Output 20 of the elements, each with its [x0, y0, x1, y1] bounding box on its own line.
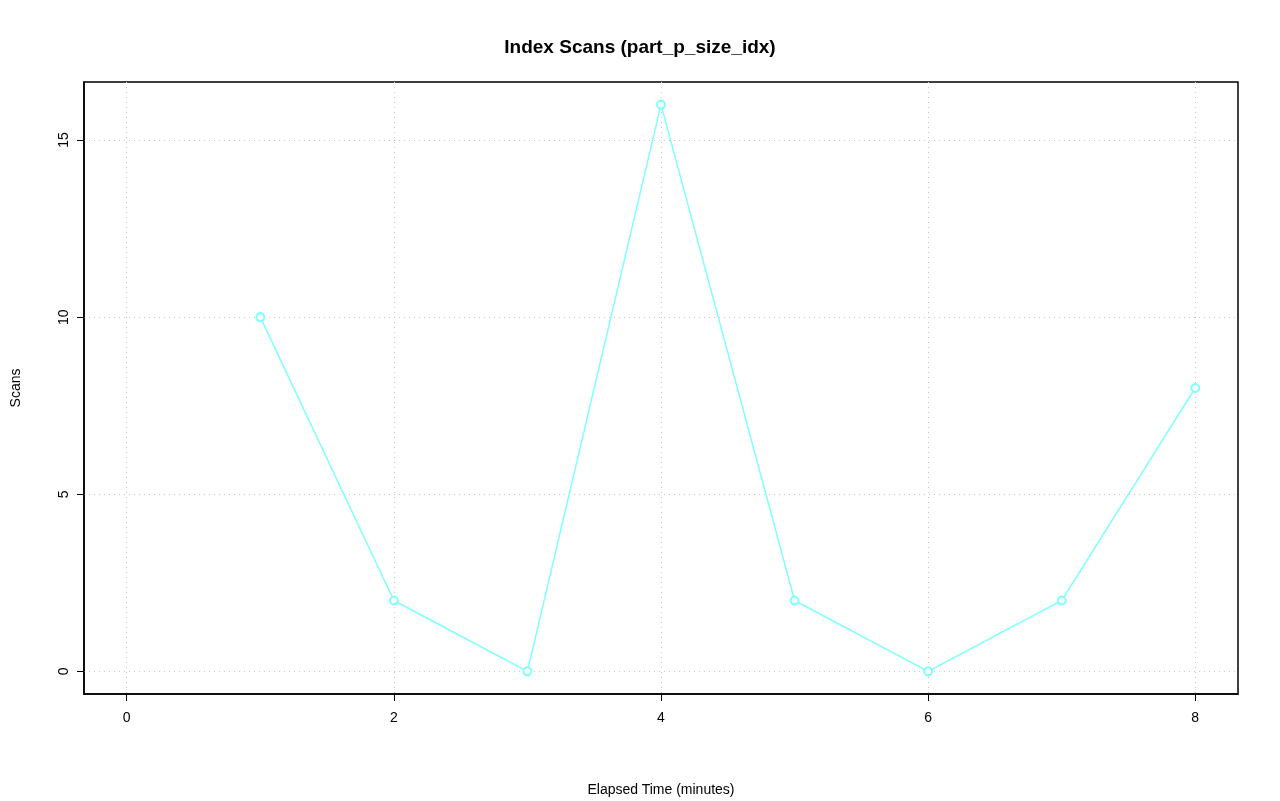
x-tick-label: 0	[122, 709, 131, 725]
chart-title: Index Scans (part_p_size_idx)	[504, 36, 776, 57]
point	[388, 595, 399, 606]
point	[1190, 383, 1201, 393]
x-tick-label: 4	[657, 709, 666, 725]
x-axis-title: Elapsed Time (minutes)	[587, 781, 735, 797]
point	[656, 99, 666, 110]
y-tick-label: 10	[55, 309, 71, 325]
point	[522, 666, 533, 677]
y-axis-title: Scans	[7, 368, 23, 408]
point	[789, 595, 800, 606]
x-tick-label: 8	[1191, 709, 1200, 725]
point	[255, 312, 266, 323]
y-tick-label: 15	[55, 132, 71, 148]
x-tick-label: 2	[389, 709, 398, 725]
y-tick-label: 0	[55, 667, 71, 676]
y-tick-label: 5	[55, 490, 71, 499]
x-tick-label: 6	[924, 709, 933, 725]
point	[923, 666, 934, 677]
point	[1056, 595, 1067, 606]
